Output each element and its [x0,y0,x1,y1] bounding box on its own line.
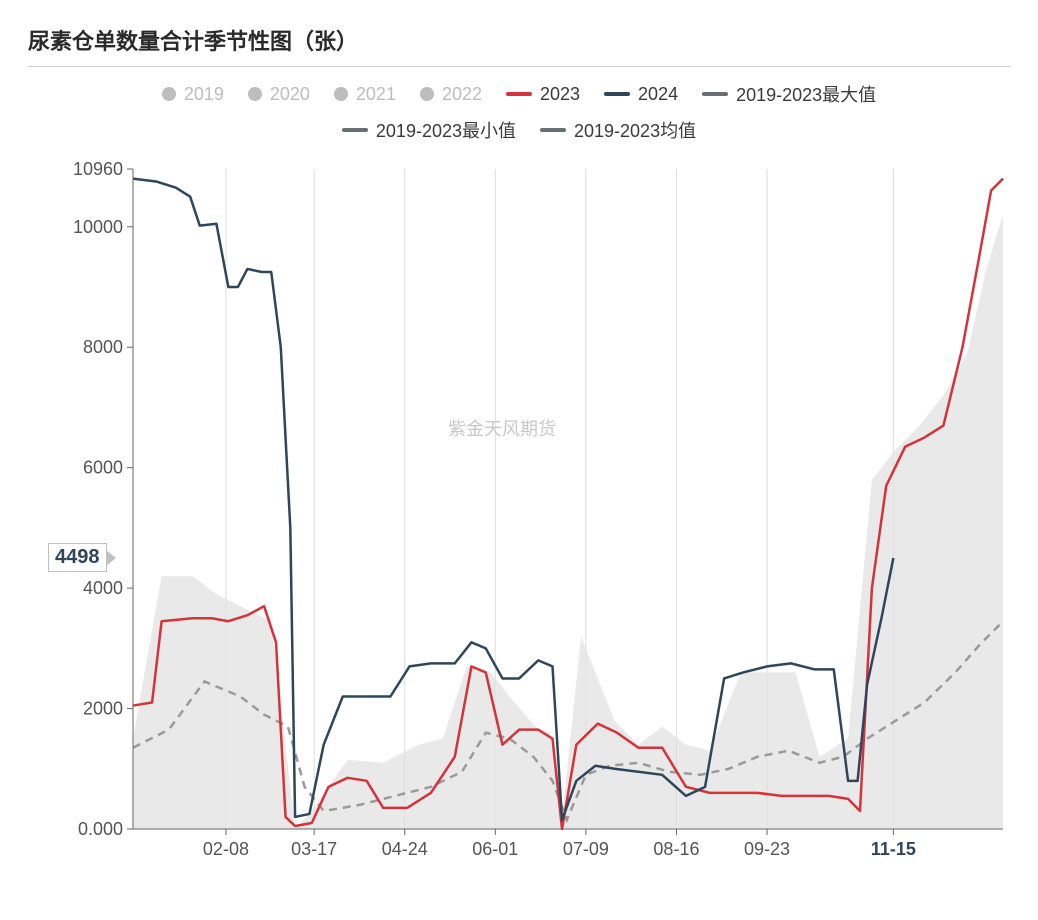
svg-text:08-16: 08-16 [653,839,699,859]
legend-label: 2024 [638,84,678,105]
svg-text:4000: 4000 [83,578,123,598]
legend-label: 2021 [356,84,396,105]
title-separator [28,66,1010,67]
legend-label: 2019-2023最大值 [736,81,876,107]
svg-text:0.000: 0.000 [78,819,123,839]
svg-text:2000: 2000 [83,699,123,719]
legend-item[interactable]: 2022 [420,81,482,107]
legend-marker-icon [420,87,434,101]
legend-item[interactable]: 2019-2023最小值 [342,117,516,143]
svg-text:09-23: 09-23 [744,839,790,859]
svg-text:07-09: 07-09 [563,839,609,859]
svg-text:03-17: 03-17 [291,839,337,859]
legend-label: 2022 [442,84,482,105]
legend-label: 2019-2023均值 [574,117,696,143]
svg-text:06-01: 06-01 [472,839,518,859]
legend-item[interactable]: 2019-2023均值 [540,117,696,143]
svg-text:04-24: 04-24 [382,839,428,859]
seasonal-line-chart: 0.000 2000 4000 6000 8000 10000 10960 02-08 03-1… [28,157,1010,877]
legend: 2019 2020 2021 2022 2023 2024 2019-2023最大值 2019… [28,75,1010,157]
legend-item[interactable]: 2023 [506,81,580,107]
chart-area: 0.000 2000 4000 6000 8000 10000 10960 02-08 03-1… [28,157,1010,877]
legend-marker-icon [162,87,176,101]
legend-label: 2023 [540,84,580,105]
svg-text:6000: 6000 [83,458,123,478]
svg-text:10000: 10000 [73,217,123,237]
value-callout: 4498 [48,543,107,572]
legend-marker-icon [506,92,532,96]
legend-marker-icon [248,87,262,101]
legend-item[interactable]: 2020 [248,81,310,107]
legend-item[interactable]: 2021 [334,81,396,107]
legend-marker-icon [702,92,728,96]
legend-label: 2019 [184,84,224,105]
legend-item[interactable]: 2019 [162,81,224,107]
legend-marker-icon [604,92,630,96]
legend-marker-icon [540,128,566,132]
legend-label: 2019-2023最小值 [376,117,516,143]
chart-title: 尿素仓单数量合计季节性图（张） [28,24,1010,56]
legend-label: 2020 [270,84,310,105]
legend-item[interactable]: 2019-2023最大值 [702,81,876,107]
legend-item[interactable]: 2024 [604,81,678,107]
svg-text:11-15: 11-15 [871,839,916,859]
svg-text:10960: 10960 [73,159,123,179]
legend-marker-icon [342,128,368,132]
svg-text:02-08: 02-08 [203,839,249,859]
legend-marker-icon [334,87,348,101]
svg-text:8000: 8000 [83,337,123,357]
